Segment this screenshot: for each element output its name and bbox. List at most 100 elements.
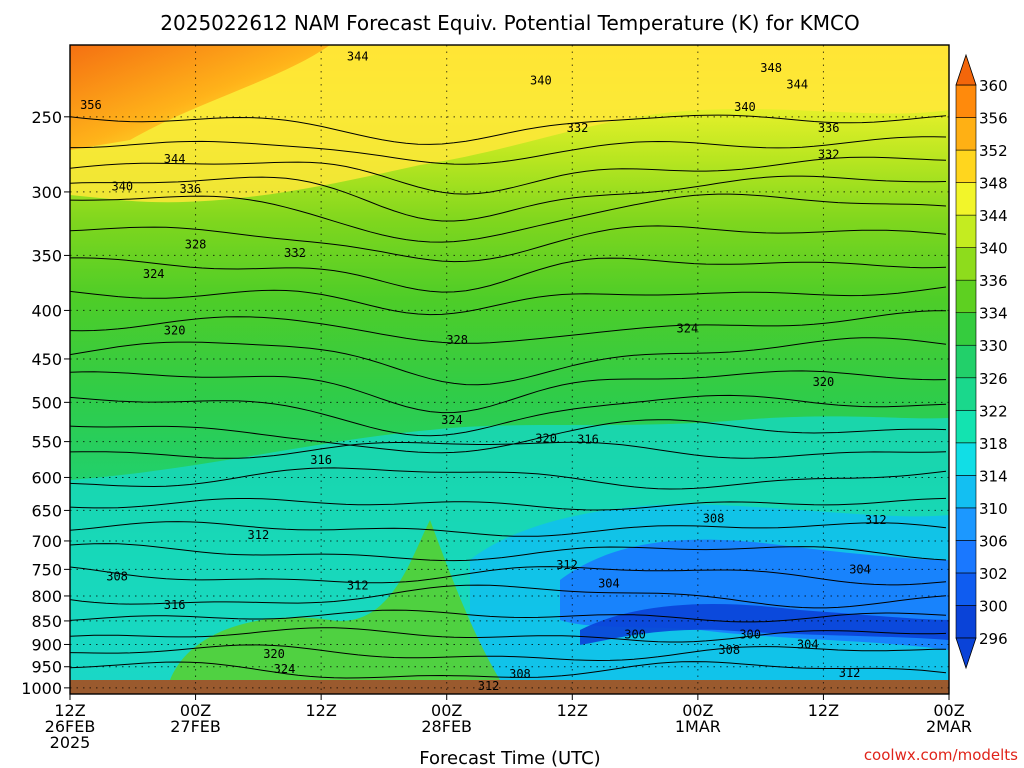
colorbar-bin [955,442,977,476]
colorbar-bin [955,247,977,281]
contour-label: 308 [703,512,725,526]
x-tick-label: 12Z [557,701,588,720]
contour-line [70,419,947,454]
y-axis-ticks: 250 300 350 400 450 500 550 600 650 700 750 800 850 9… [21,108,70,698]
colorbar-bin [955,149,977,183]
surface-ground-bar [70,680,949,694]
y-tick-label: 300 [31,183,62,202]
colorbar-bin [955,344,977,379]
colorbar-tick-label: 348 [979,175,1008,193]
y-tick-label: 700 [31,532,62,551]
contour-label: 324 [677,322,699,336]
colorbar-tick-label: 334 [979,305,1008,323]
contour-label: 348 [760,61,782,75]
contour-line [70,566,947,586]
x-tick-label: 00Z [431,701,462,720]
x-tick-label: 28FEB [421,717,472,736]
colorbar-bin [955,507,977,541]
contour-line [70,467,947,490]
contour-line [70,644,947,662]
colorbar-tick-label: 360 [979,77,1008,95]
x-tick-label: 12Z [305,701,336,720]
contour-line [70,627,947,643]
contour-line [70,114,947,145]
contour-label: 320 [535,432,557,446]
x-tick-label: 26FEB [45,717,96,736]
contour-label: 332 [284,246,306,260]
contour-label: 344 [786,77,808,91]
colorbar-tick-label: 336 [979,272,1008,290]
warm-top-region [70,45,949,203]
contour-label: 336 [818,121,840,135]
contour-line [70,257,947,293]
contour-label: 328 [185,238,207,252]
y-tick-label: 800 [31,587,62,606]
y-tick-label: 850 [31,612,62,631]
contour-line [70,609,947,623]
colorbar-tick-label: 322 [979,402,1008,420]
warm-low-plume-region [170,520,500,680]
colorbar-tick-label: 314 [979,467,1008,485]
colorbar-tick-label: 300 [979,597,1008,615]
y-tick-label: 350 [31,246,62,265]
x-tick-label: 00Z [682,701,713,720]
colorbar-tick-label: 344 [979,207,1008,225]
colorbar-bin [955,279,977,314]
contour-label: 356 [80,98,102,112]
contour-label: 340 [530,74,552,88]
colorbar-bin [955,572,977,606]
x-tick-label: 2025 [50,733,91,752]
colorbar-bin [955,312,977,346]
contour-label: 340 [111,179,133,193]
y-tick-label: 650 [31,501,62,520]
contour-label: 340 [734,100,756,114]
y-tick-label: 250 [31,108,62,127]
contour-label: 312 [839,666,861,680]
y-tick-label: 950 [31,658,62,677]
colorbar-top-arrow [955,53,977,86]
x-tick-label: 00Z [180,701,211,720]
colorbar-tick-label: 310 [979,500,1008,518]
chart-title: 2025022612 NAM Forecast Equiv. Potential… [160,11,859,35]
contour-line [70,584,947,609]
contour-label: 336 [179,182,201,196]
contour-label: 316 [577,432,599,446]
contour-line [70,370,947,414]
contour-label: 332 [567,121,589,135]
y-tick-label: 450 [31,350,62,369]
contour-label: 312 [478,679,500,693]
contour-label: 304 [797,637,819,651]
x-tick-label: 1MAR [675,717,721,736]
contour-label: 324 [274,662,296,676]
contour-label: 308 [106,569,128,583]
contour-label: 320 [263,647,285,661]
y-tick-label: 500 [31,393,62,412]
contour-label: 344 [347,50,369,64]
colorbar-tick-label: 326 [979,370,1008,388]
contour-label: 308 [509,667,531,681]
contour-line [70,225,947,263]
colorbar-bin [955,84,977,118]
contour-label: 312 [556,558,578,572]
colorbar-tick-label: 352 [979,142,1008,160]
x-tick-label: 2MAR [926,717,972,736]
colorbar-bin [955,377,977,411]
contour-line [70,441,947,459]
y-tick-label: 900 [31,635,62,654]
contour-line [70,521,947,537]
contour-line [70,661,947,679]
x-axis-title: Forecast Time (UTC) [419,748,600,768]
contour-label: 312 [248,528,270,542]
y-tick-label: 400 [31,301,62,320]
colorbar-tick-label: 318 [979,435,1008,453]
contour-label: 316 [310,453,332,467]
contour-line [70,497,947,511]
contour-label: 304 [598,576,620,590]
contour-label: 316 [164,598,186,612]
contour-label: 320 [813,375,835,389]
credit-text: coolwx.com/modelts [864,746,1018,764]
contour-label: 328 [446,333,468,347]
contour-lines [70,114,947,679]
